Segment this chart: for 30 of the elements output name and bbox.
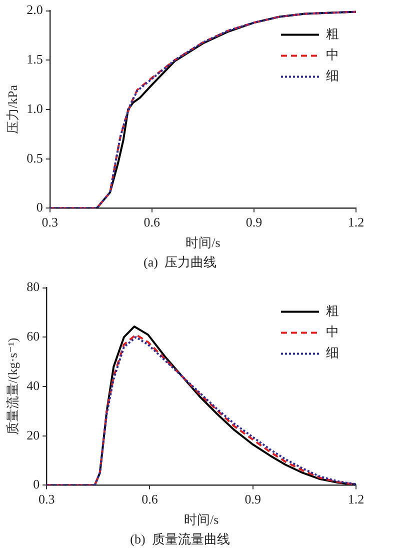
legend-label: 粗 [326, 26, 339, 42]
legend-label: 粗 [326, 303, 339, 318]
y-tick-label: 20 [26, 427, 40, 442]
y-tick-label: 0 [33, 476, 40, 492]
legend-label: 中 [326, 47, 339, 62]
x-tick-label: 1.2 [348, 214, 364, 230]
x-tick-label: 0.3 [42, 214, 58, 230]
y-tick-label: 40 [26, 378, 40, 393]
y-tick-label: 80 [26, 279, 40, 294]
y-axis-title: 质量流量/(kg·s⁻¹) [5, 338, 20, 436]
y-tick-label: 1.0 [26, 100, 43, 116]
y-tick-label: 1.5 [26, 52, 43, 67]
legend-label: 细 [326, 345, 339, 360]
x-tick-label: 0.3 [38, 491, 55, 506]
x-axis-title: 时间/s [186, 235, 220, 250]
legend-label: 中 [326, 324, 339, 340]
legend-label: 细 [326, 68, 339, 84]
x-tick-label: 0.9 [246, 214, 262, 230]
y-tick-label: 0.5 [26, 150, 43, 166]
y-axis-title: 压力/kPa [5, 84, 20, 134]
x-tick-label: 0.6 [144, 214, 161, 230]
x-tick-label: 0.6 [142, 491, 158, 506]
x-tick-label: 0.9 [244, 491, 261, 506]
text: (b) 质量流量曲线 [130, 532, 230, 547]
y-tick-label: 60 [26, 328, 40, 344]
y-tick-label: 0 [36, 200, 43, 215]
x-axis-title: 时间/s [184, 512, 219, 528]
text: (a) 压力曲线 [144, 254, 216, 270]
y-tick-label: 2.0 [26, 2, 43, 18]
x-tick-label: 1.2 [348, 491, 364, 506]
